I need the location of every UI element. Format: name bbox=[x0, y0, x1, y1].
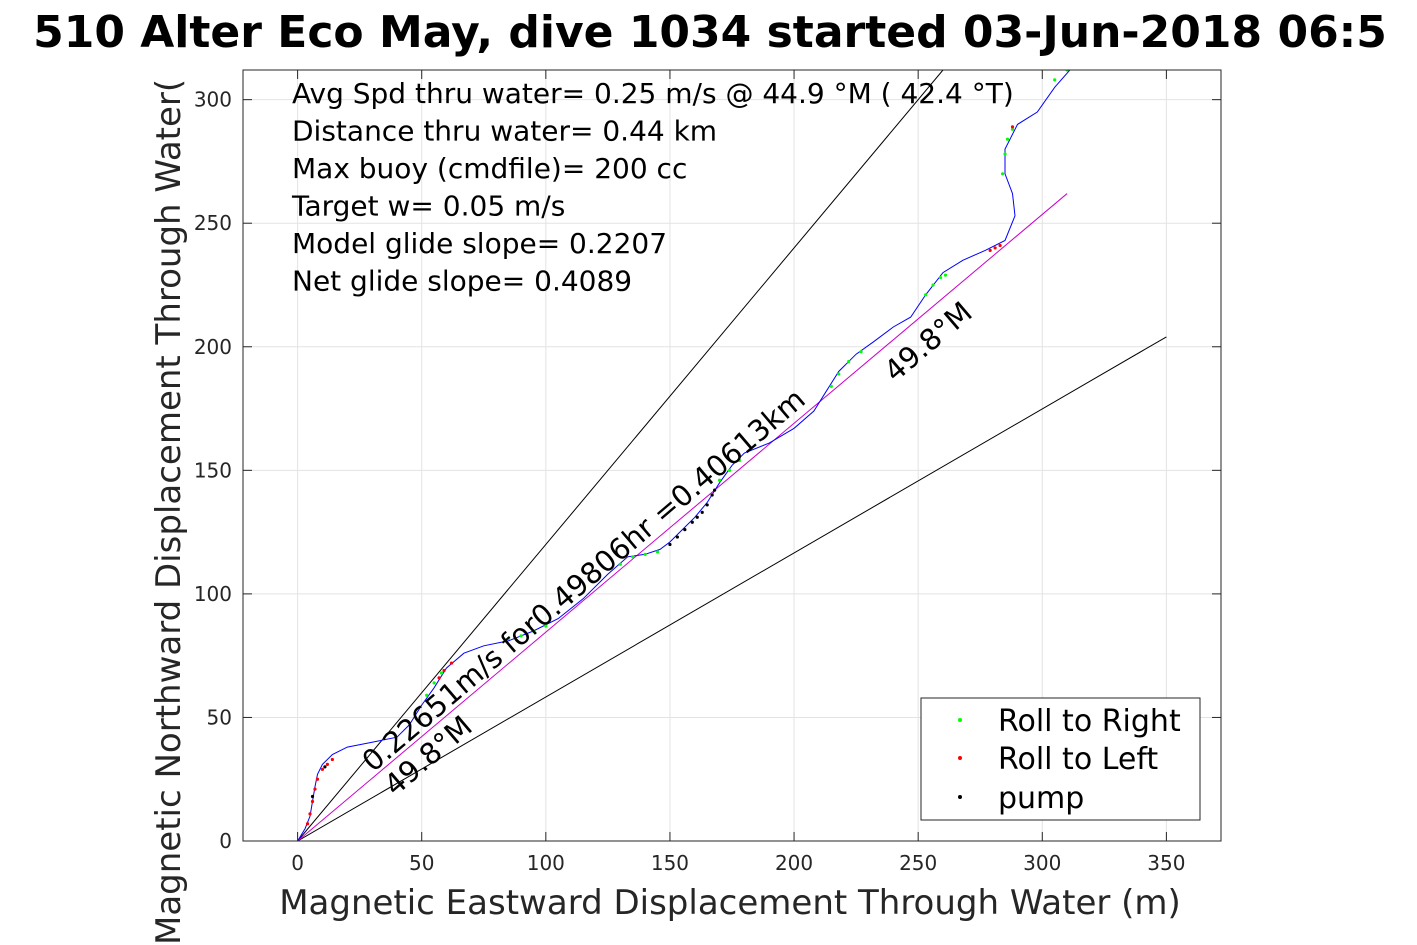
point-roll-to-left bbox=[993, 246, 997, 250]
point-roll-to-left bbox=[1010, 125, 1015, 129]
point-roll-to-right bbox=[1010, 127, 1015, 131]
point-roll-to-right bbox=[506, 636, 511, 640]
point-roll-to-right bbox=[938, 275, 943, 280]
info-line: Max buoy (cmdfile)= 200 cc bbox=[292, 152, 687, 185]
point-roll-to-right bbox=[631, 555, 635, 559]
x-tick-label: 0 bbox=[291, 851, 304, 875]
chart-title: 510 Alter Eco May, dive 1034 started 03-… bbox=[33, 7, 1387, 58]
point-roll-to-right bbox=[439, 671, 444, 675]
point-roll-to-right bbox=[847, 359, 851, 364]
point-roll-to-left bbox=[330, 757, 334, 762]
point-pump bbox=[675, 535, 679, 539]
series-track-line bbox=[297, 70, 1071, 841]
point-pump bbox=[713, 488, 717, 492]
point-roll-to-left bbox=[320, 767, 325, 771]
point-roll-to-right bbox=[643, 552, 647, 556]
point-pump bbox=[683, 528, 687, 532]
point-roll-to-right bbox=[1003, 152, 1007, 156]
legend-marker-roll-right bbox=[958, 718, 962, 722]
y-tick-label: 150 bbox=[194, 458, 232, 482]
reference-line-lower-bound bbox=[297, 336, 1167, 841]
point-roll-to-left bbox=[313, 787, 317, 791]
point-roll-to-left bbox=[442, 668, 446, 673]
point-roll-to-right bbox=[655, 550, 660, 554]
point-roll-to-left bbox=[449, 661, 454, 665]
x-tick-label: 200 bbox=[775, 851, 813, 875]
point-roll-to-right bbox=[737, 458, 742, 463]
point-pump bbox=[700, 510, 704, 514]
y-tick-label: 250 bbox=[194, 211, 232, 235]
x-tick-label: 150 bbox=[651, 851, 689, 875]
point-roll-to-right bbox=[837, 372, 841, 376]
point-roll-to-right bbox=[544, 624, 548, 628]
point-pump bbox=[705, 503, 709, 507]
point-roll-to-left bbox=[437, 676, 441, 680]
point-roll-to-right bbox=[717, 478, 722, 482]
point-roll-to-right bbox=[859, 350, 863, 354]
legend-label-roll-right: Roll to Right bbox=[998, 704, 1181, 739]
point-pump bbox=[695, 515, 699, 519]
point-roll-to-left bbox=[988, 248, 992, 252]
x-tick-label: 100 bbox=[527, 851, 565, 875]
point-pump bbox=[668, 542, 672, 547]
plot-frame bbox=[242, 69, 1222, 842]
info-line: Distance thru water= 0.44 km bbox=[292, 115, 717, 148]
point-roll-to-right bbox=[727, 468, 732, 472]
point-pump bbox=[310, 794, 315, 799]
point-roll-to-left bbox=[308, 812, 312, 816]
legend-label-pump: pump bbox=[998, 781, 1084, 816]
point-roll-to-left bbox=[315, 777, 320, 781]
x-tick-label: 50 bbox=[409, 851, 434, 875]
x-axis-label: Magnetic Eastward Displacement Through W… bbox=[279, 883, 1181, 923]
y-tick-label: 200 bbox=[194, 335, 232, 359]
point-roll-to-right bbox=[924, 293, 928, 297]
point-roll-to-right bbox=[931, 283, 935, 287]
x-tick-label: 350 bbox=[1147, 851, 1185, 875]
legend-box bbox=[920, 697, 1201, 821]
y-tick-label: 50 bbox=[207, 705, 232, 729]
point-roll-to-right bbox=[432, 681, 436, 685]
info-box: Avg Spd thru water= 0.25 m/s @ 44.9 °M (… bbox=[291, 77, 1014, 298]
point-roll-to-right bbox=[425, 693, 429, 697]
point-roll-to-right bbox=[618, 562, 622, 566]
info-line: Model glide slope= 0.2207 bbox=[292, 227, 667, 260]
series-layer bbox=[297, 70, 1071, 841]
y-tick-label: 100 bbox=[194, 582, 232, 606]
info-line: Target w= 0.05 m/s bbox=[291, 190, 565, 223]
point-roll-to-right bbox=[829, 384, 833, 388]
reference-lines bbox=[297, 70, 1167, 841]
point-roll-to-right bbox=[943, 273, 948, 277]
x-tick-label: 250 bbox=[899, 851, 937, 875]
y-tick-label: 0 bbox=[219, 829, 232, 853]
point-roll-to-left bbox=[998, 243, 1002, 248]
point-roll-to-right bbox=[1000, 172, 1005, 176]
y-tick-label: 300 bbox=[194, 88, 232, 112]
y-axis-label: Magnetic Northward Displacement Through … bbox=[149, 79, 189, 945]
point-roll-to-right bbox=[1005, 137, 1010, 141]
point-roll-to-left bbox=[305, 822, 310, 826]
point-roll-to-left bbox=[325, 762, 329, 766]
reference-line-upper-bound bbox=[297, 70, 944, 841]
point-roll-to-left bbox=[310, 799, 315, 804]
point-pump bbox=[323, 765, 327, 769]
axis-ticks: 0 50 100 150 200 250 300 350 0 50 100 150 200 250 300 bbox=[194, 70, 1221, 875]
point-roll-to-right bbox=[519, 634, 523, 638]
legend: Roll to Right Roll to Left pump bbox=[920, 697, 1201, 821]
point-roll-to-right bbox=[531, 629, 536, 633]
legend-marker-pump bbox=[958, 795, 962, 799]
reference-line-net-course bbox=[297, 193, 1068, 841]
x-tick-label: 300 bbox=[1023, 851, 1061, 875]
point-pump bbox=[710, 493, 714, 497]
info-line: Net glide slope= 0.4089 bbox=[292, 265, 632, 298]
point-pump bbox=[690, 520, 694, 524]
legend-label-roll-left: Roll to Left bbox=[998, 742, 1158, 777]
point-roll-to-right bbox=[1053, 78, 1057, 82]
legend-marker-roll-left bbox=[958, 756, 962, 760]
info-line: Avg Spd thru water= 0.25 m/s @ 44.9 °M (… bbox=[292, 77, 1014, 110]
